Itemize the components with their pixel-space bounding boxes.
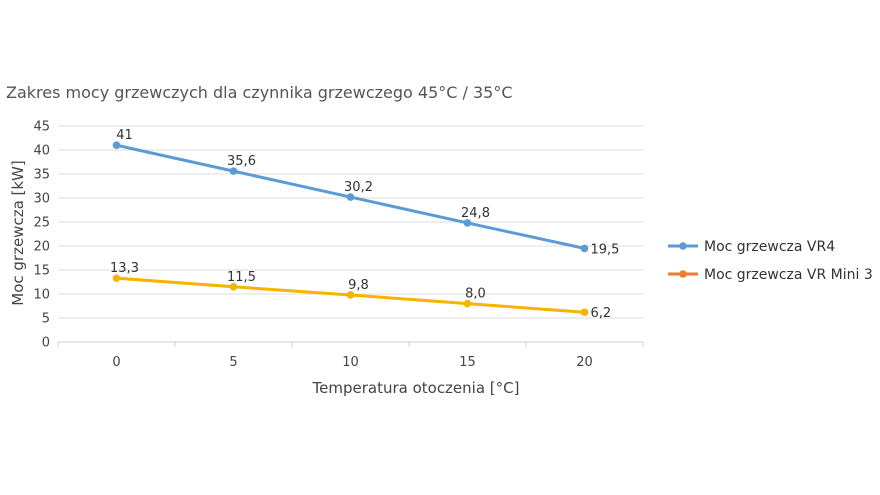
y-tick-label: 40 [33, 144, 50, 159]
data-point [463, 299, 472, 308]
data-point [463, 219, 472, 227]
data-point [112, 274, 121, 282]
data-point [346, 193, 355, 201]
y-tick-label: 25 [33, 216, 50, 231]
y-tick-label: 20 [33, 240, 50, 255]
data-label: 8,0 [465, 287, 486, 302]
y-tick-label: 30 [33, 192, 50, 207]
x-tick-label: 20 [576, 355, 593, 370]
series-layer [112, 141, 589, 317]
y-tick-label: 10 [33, 288, 50, 303]
x-axis-title: Temperatura otoczenia [°C] [312, 379, 520, 397]
data-point [580, 244, 589, 253]
data-point [229, 283, 238, 291]
legend-swatch-marker [679, 270, 687, 278]
y-tick-label: 15 [33, 264, 50, 279]
data-point [229, 167, 238, 175]
data-labels: 41 35,6 30,2 24,8 19,5 13,3 11,5 9,8 8,0 6,2 [110, 128, 619, 321]
y-tick-label: 35 [33, 168, 50, 183]
legend-entry-label: Moc grzewcza VR Mini 3 [704, 267, 873, 283]
x-tick-label: 10 [342, 355, 359, 370]
legend-swatch-marker [679, 242, 687, 250]
data-point [580, 308, 589, 317]
chart-title: Zakres mocy grzewczych dla czynnika grze… [6, 83, 513, 102]
legend: Moc grzewcza VR4 Moc grzewcza VR Mini 3 [668, 239, 873, 283]
data-label: 9,8 [348, 278, 369, 293]
y-tick-label: 5 [42, 312, 50, 327]
data-label: 41 [116, 128, 133, 143]
data-label: 24,8 [461, 206, 490, 221]
data-label: 35,6 [227, 154, 256, 169]
x-tick-label: 5 [229, 355, 237, 370]
x-tick-label: 0 [112, 355, 120, 370]
y-axis-title: Moc grzewcza [kW] [9, 160, 27, 306]
x-tick-label: 15 [459, 355, 476, 370]
data-label: 11,5 [227, 270, 256, 285]
y-tick-label: 45 [33, 120, 50, 135]
data-label: 19,5 [591, 242, 620, 257]
data-label: 13,3 [110, 261, 139, 276]
data-point [346, 291, 355, 299]
data-point [112, 141, 121, 149]
data-label: 30,2 [344, 180, 373, 195]
y-tick-label: 0 [42, 336, 50, 351]
axes: 0 5 10 15 20 25 30 35 40 45 0 5 10 15 20 [33, 120, 644, 370]
legend-entry-label: Moc grzewcza VR4 [704, 239, 835, 255]
data-label: 6,2 [591, 306, 612, 321]
